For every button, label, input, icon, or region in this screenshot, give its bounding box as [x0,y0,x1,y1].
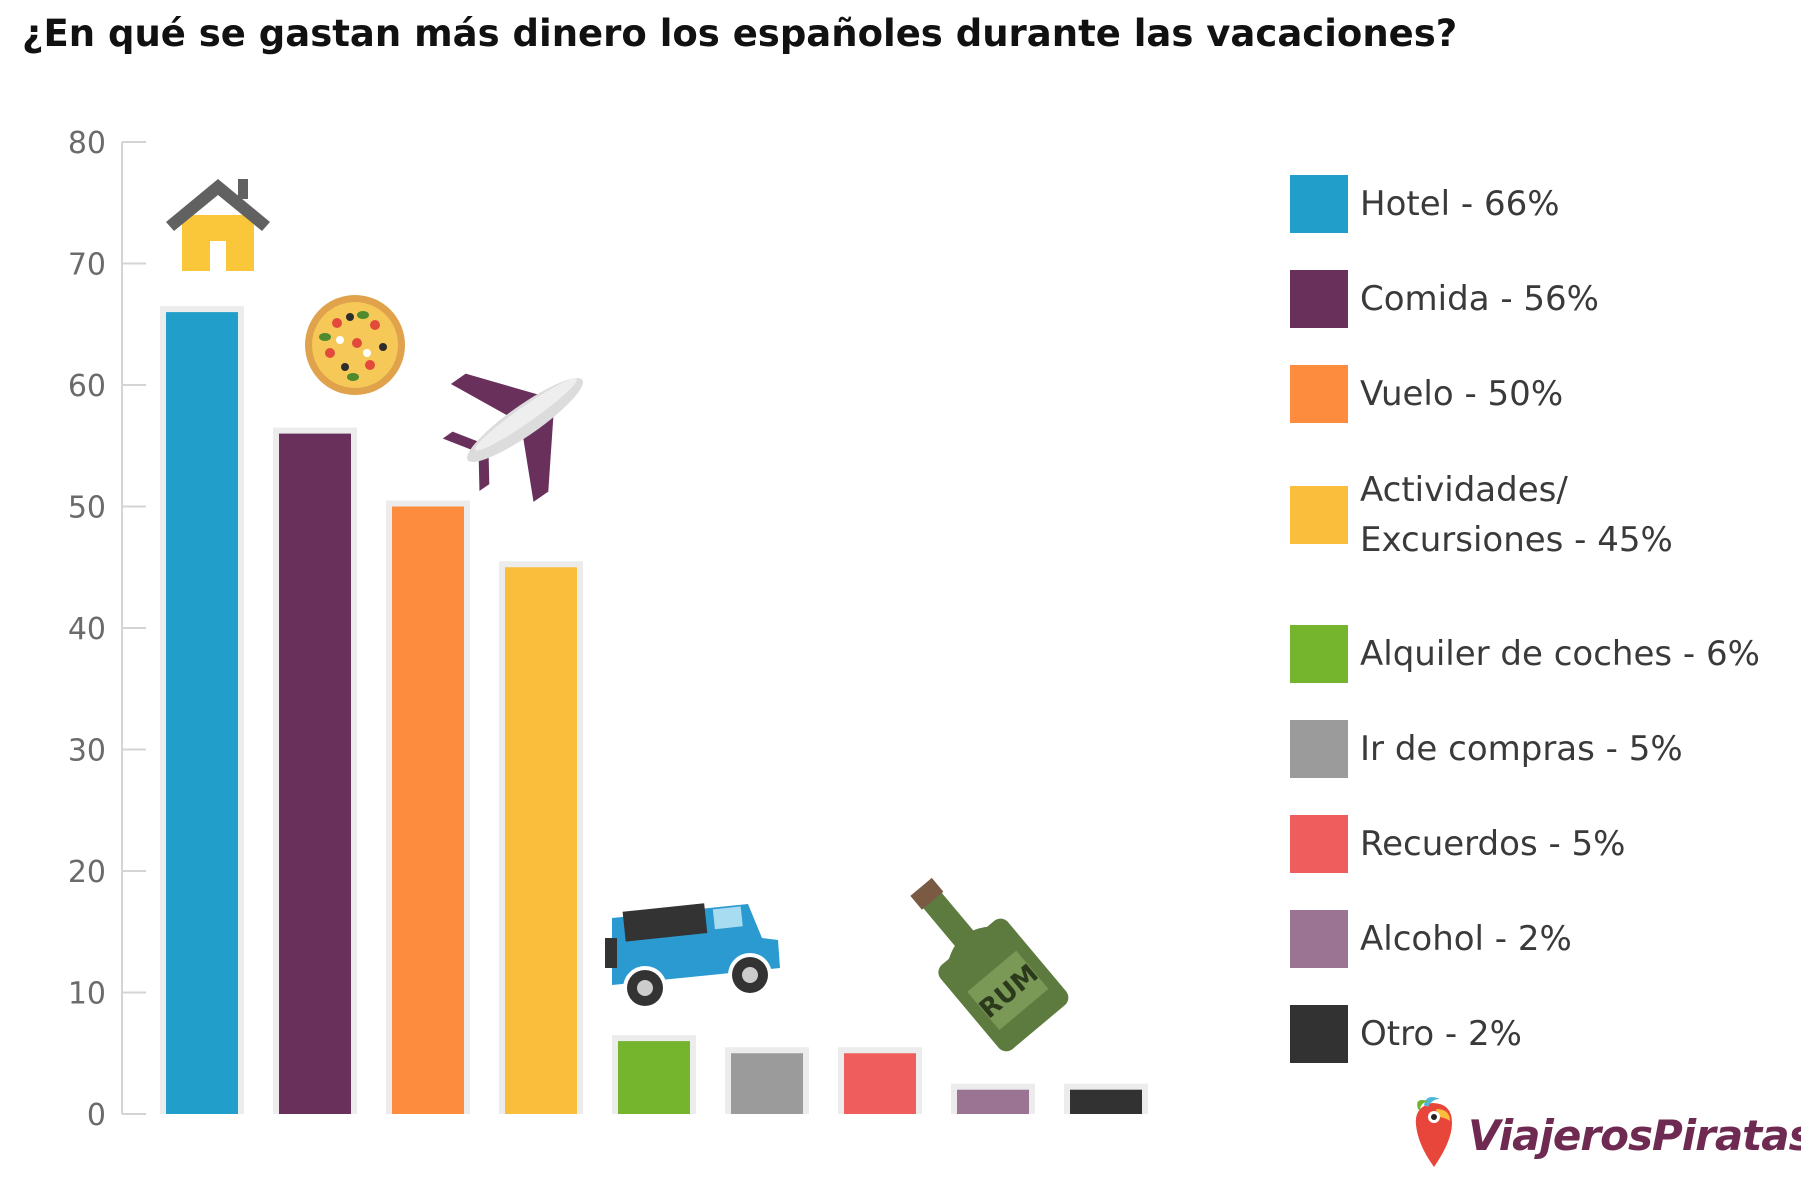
legend-item: Comida - 56% [1290,270,1599,328]
y-tick-label: 40 [68,612,106,647]
bar-4 [505,567,577,1114]
legend-swatch [1290,486,1348,544]
legend-label: Ir de compras - 5% [1360,729,1683,769]
airplane-icon [442,364,588,511]
bar-6 [731,1053,803,1114]
legend-label: Alquiler de coches - 6% [1360,634,1760,674]
bar-3 [392,506,464,1114]
legend-item: Actividades/ Excursiones - 45% [1290,465,1673,565]
y-tick-label: 0 [87,1098,106,1133]
chart-title: ¿En qué se gastan más dinero los español… [22,12,1458,55]
bars-group [160,306,1148,1115]
legend-item: Recuerdos - 5% [1290,815,1625,873]
pizza-icon [297,287,413,403]
bar-7 [844,1053,916,1114]
legend-swatch [1290,910,1348,968]
legend-item: Ir de compras - 5% [1290,720,1683,778]
house-icon [154,166,282,282]
y-axis: 0 10 20 30 40 50 60 70 80 [68,126,146,1133]
legend-item: Alquiler de coches - 6% [1290,625,1760,683]
parrot-logo-icon [1415,1097,1452,1167]
legend-swatch [1290,365,1348,423]
bar-8 [957,1089,1029,1114]
legend-label: Hotel - 66% [1360,184,1560,224]
legend-swatch [1290,625,1348,683]
y-tick-label: 80 [68,126,106,161]
legend-label: Otro - 2% [1360,1014,1522,1054]
legend-swatch [1290,720,1348,778]
y-tick-label: 60 [68,369,106,404]
brand-name: ViajerosPiratas [1468,1110,1801,1160]
bar-2 [279,433,351,1115]
legend-item: Hotel - 66% [1290,175,1560,233]
legend-label: Comida - 56% [1360,279,1599,319]
y-tick-label: 30 [68,734,106,769]
jeep-icon [599,891,791,1010]
legend-swatch [1290,175,1348,233]
legend-label: Recuerdos - 5% [1360,824,1626,864]
y-tick-label: 50 [68,491,106,526]
bar-1 [166,312,238,1115]
bar-9 [1070,1089,1142,1114]
legend-item: Alcohol - 2% [1290,910,1572,968]
bar-5 [618,1041,690,1114]
y-tick-label: 10 [68,977,106,1012]
legend-swatch [1290,270,1348,328]
rum-bottle-icon: RUM [910,877,1078,1061]
legend-label: Alcohol - 2% [1360,919,1572,959]
legend-item: Otro - 2% [1290,1005,1522,1063]
y-tick-label: 20 [68,855,106,890]
legend-item: Vuelo - 50% [1290,365,1563,423]
legend-label: Vuelo - 50% [1360,374,1564,414]
legend-swatch [1290,815,1348,873]
legend-swatch [1290,1005,1348,1063]
brand-logo: ViajerosPiratas [1410,1095,1801,1175]
legend-label: Actividades/ Excursiones - 45% [1360,470,1673,560]
y-tick-label: 70 [68,248,106,283]
